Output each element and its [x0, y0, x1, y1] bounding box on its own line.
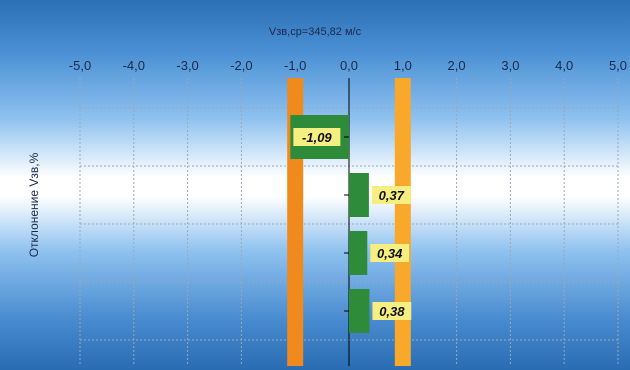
- x-tick-label: -2,0: [230, 58, 252, 73]
- x-tick-label: -1,0: [284, 58, 306, 73]
- value-label-box: [372, 302, 412, 320]
- bar: [349, 231, 368, 275]
- x-tick-label: 0,0: [340, 58, 358, 73]
- x-tick-label: 5,0: [609, 58, 627, 73]
- value-label: 0,38: [379, 304, 405, 319]
- x-tick-label: 4,0: [555, 58, 573, 73]
- bar: [349, 289, 370, 333]
- bar: [349, 173, 369, 217]
- x-tick-label: -3,0: [176, 58, 198, 73]
- value-label: 0,37: [379, 188, 405, 203]
- value-label: -1,09: [302, 130, 332, 145]
- x-tick-label: -4,0: [123, 58, 145, 73]
- x-tick-label: -5,0: [69, 58, 91, 73]
- chart-title: Vзв,ср=345,82 м/с: [268, 26, 362, 38]
- x-tick-label: 3,0: [501, 58, 519, 73]
- value-label-box: [370, 244, 410, 262]
- x-tick-label: 1,0: [394, 58, 412, 73]
- value-label-box: [371, 186, 411, 204]
- upper-limit-band: [394, 78, 411, 366]
- value-label-box: [293, 128, 341, 146]
- value-label: 0,34: [377, 246, 403, 261]
- x-tick-label: 2,0: [448, 58, 466, 73]
